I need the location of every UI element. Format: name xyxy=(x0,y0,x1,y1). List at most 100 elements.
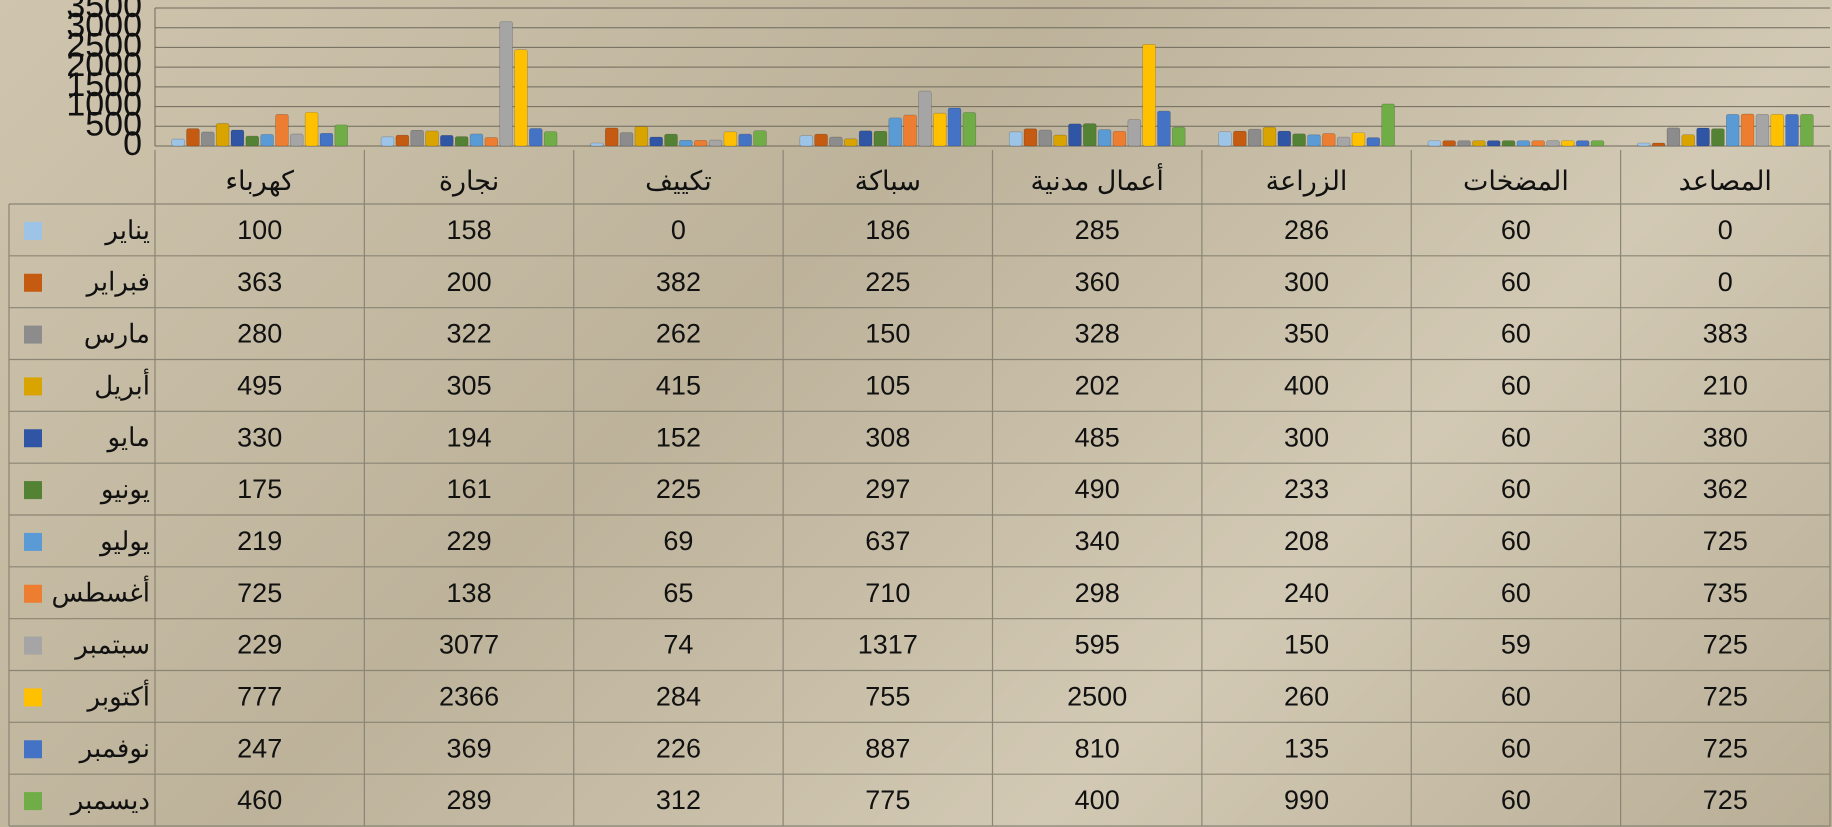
table-value: 328 xyxy=(1075,319,1120,349)
legend-swatch xyxy=(24,584,42,603)
bar xyxy=(543,131,558,147)
bar xyxy=(1292,133,1306,147)
table-value: 312 xyxy=(656,785,701,815)
table-value: 100 xyxy=(237,215,282,245)
table-value: 322 xyxy=(447,319,492,349)
bar xyxy=(693,140,708,147)
table-value: 200 xyxy=(447,267,492,297)
table-value: 0 xyxy=(1718,267,1733,297)
table-value: 225 xyxy=(865,267,910,297)
bar xyxy=(1575,140,1590,147)
table-value: 990 xyxy=(1284,785,1329,815)
bar xyxy=(590,142,604,147)
legend-label: يوليو xyxy=(98,526,150,557)
bar xyxy=(245,135,259,147)
table-value: 887 xyxy=(865,733,910,763)
table-value: 725 xyxy=(237,578,282,608)
table-value: 60 xyxy=(1501,682,1531,712)
bar xyxy=(484,137,499,147)
bar xyxy=(1637,142,1651,147)
bar xyxy=(1262,126,1277,147)
bar xyxy=(1546,140,1560,147)
table-value: 382 xyxy=(656,267,701,297)
legend-label: أغسطس xyxy=(52,575,151,609)
y-tick-label: 3500 xyxy=(66,0,142,25)
bar xyxy=(215,123,230,147)
table-value: 60 xyxy=(1501,733,1531,763)
bar xyxy=(1247,128,1262,147)
table-value: 297 xyxy=(865,474,910,504)
bar xyxy=(440,135,454,147)
bar xyxy=(1486,140,1501,147)
bar xyxy=(1501,140,1516,147)
table-value: 202 xyxy=(1075,371,1120,401)
bar xyxy=(918,90,932,147)
table-value: 60 xyxy=(1501,526,1531,556)
table-value: 135 xyxy=(1284,733,1329,763)
table-value: 725 xyxy=(1703,785,1748,815)
bar xyxy=(1351,132,1366,147)
bar xyxy=(1112,130,1127,147)
table-value: 400 xyxy=(1284,371,1329,401)
bar xyxy=(186,128,200,147)
bar xyxy=(1651,142,1666,147)
bar xyxy=(604,127,619,147)
table-value: 289 xyxy=(447,785,492,815)
table-value: 286 xyxy=(1284,215,1329,245)
bar xyxy=(410,130,424,147)
bar xyxy=(230,129,245,147)
table-value: 735 xyxy=(1703,578,1748,608)
legend-swatch xyxy=(24,273,42,292)
bar xyxy=(1233,130,1247,147)
category-label: الزراعة xyxy=(1266,166,1348,197)
table-value: 415 xyxy=(656,371,701,401)
bar xyxy=(395,134,410,147)
bar xyxy=(1666,127,1681,147)
table-value: 775 xyxy=(865,785,910,815)
table-value: 330 xyxy=(237,422,282,452)
table-value: 308 xyxy=(865,422,910,452)
table-value: 260 xyxy=(1284,682,1329,712)
bar xyxy=(1218,131,1232,147)
bar xyxy=(738,133,752,147)
bar xyxy=(634,126,649,147)
table-value: 460 xyxy=(237,785,282,815)
legend-label: نوفمبر xyxy=(78,733,150,764)
bar xyxy=(380,136,395,147)
table-value: 380 xyxy=(1703,422,1748,452)
bar xyxy=(201,131,215,147)
table-value: 383 xyxy=(1703,319,1748,349)
table-value: 150 xyxy=(1284,630,1329,660)
table-value: 186 xyxy=(865,215,910,245)
bar xyxy=(1023,128,1038,147)
table-value: 305 xyxy=(447,371,492,401)
table-value: 60 xyxy=(1501,371,1531,401)
table-value: 247 xyxy=(237,733,282,763)
category-label: المصاعد xyxy=(1679,166,1772,196)
bar xyxy=(319,132,334,147)
bar xyxy=(753,130,767,147)
legend-label: يناير xyxy=(103,215,150,246)
table-value: 210 xyxy=(1703,371,1748,401)
table-value: 60 xyxy=(1501,785,1531,815)
bar xyxy=(903,114,917,147)
table-value: 725 xyxy=(1703,630,1748,660)
legend-swatch xyxy=(24,636,42,655)
bar xyxy=(799,135,813,147)
legend-swatch xyxy=(24,740,42,759)
legend-label: أبريل xyxy=(94,367,150,401)
y-tick-label: 0 xyxy=(123,125,142,163)
table-value: 710 xyxy=(865,578,910,608)
table-value: 225 xyxy=(656,474,701,504)
bar xyxy=(1472,140,1486,147)
bar xyxy=(1726,114,1740,147)
legend-swatch xyxy=(24,325,42,344)
bar xyxy=(1381,103,1395,147)
category-label: المضخات xyxy=(1463,166,1569,196)
table-value: 363 xyxy=(237,267,282,297)
bar xyxy=(858,130,873,147)
bar xyxy=(723,131,738,147)
table-value: 285 xyxy=(1075,215,1120,245)
bar xyxy=(829,136,843,147)
category-label: تكييف xyxy=(645,166,712,196)
